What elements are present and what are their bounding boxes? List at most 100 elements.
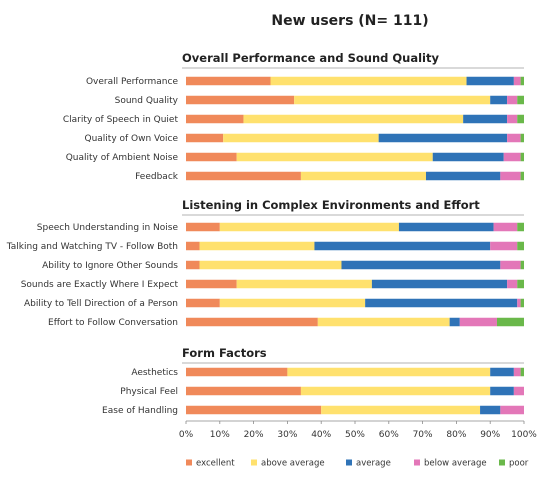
bar-segment-average <box>490 95 508 105</box>
bar-segment-poor <box>520 298 524 308</box>
x-tick-label: 60% <box>379 430 399 440</box>
chart-title: New users (N= 111) <box>271 13 428 29</box>
row-label: Feedback <box>135 172 179 182</box>
bar-segment-above-average <box>199 241 315 251</box>
bar-segment-above-average <box>219 298 366 308</box>
bar-segment-above-average <box>294 95 491 105</box>
legend-swatch-below-average <box>414 459 420 466</box>
bar-segment-above-average <box>199 260 342 270</box>
bar-segment-below-average <box>500 260 521 270</box>
bar-segment-below-average <box>500 171 521 181</box>
bar-segment-average <box>341 260 501 270</box>
bar-segment-excellent <box>186 405 322 415</box>
bar-segment-excellent <box>186 298 220 308</box>
bar-segment-poor <box>520 133 524 143</box>
row-label: Quality of Ambient Noise <box>66 153 179 163</box>
bar-segment-below-average <box>507 95 518 105</box>
x-tick-label: 100% <box>511 430 537 440</box>
x-tick-label: 30% <box>277 430 297 440</box>
x-tick-label: 40% <box>311 430 331 440</box>
x-axis: 0% 10% 20% 30% 40% 50% 60% 70% 80% 90% 100% <box>179 420 537 440</box>
bar-segment-average <box>466 76 514 86</box>
x-tick-label: 10% <box>210 430 230 440</box>
legend-label-below-average: below average <box>424 459 487 469</box>
bar-segment-excellent <box>186 386 301 396</box>
bar-segment-below-average <box>490 241 518 251</box>
row-label: Clarity of Speech in Quiet <box>63 115 179 125</box>
row-label: Physical Feel <box>120 387 178 397</box>
group-title-listening-effort: Listening in Complex Environments and Ef… <box>182 198 480 212</box>
bar-segment-excellent <box>186 241 200 251</box>
bar-segment-average <box>432 152 504 162</box>
bar-segment-above-average <box>300 386 491 396</box>
bar-segment-below-average <box>517 298 521 308</box>
bar-segment-below-average <box>507 279 518 289</box>
row-label: Speech Understanding in Noise <box>37 223 179 233</box>
bar-segment-poor <box>520 367 524 377</box>
bar-segment-above-average <box>219 222 399 232</box>
bar-segment-excellent <box>186 260 200 270</box>
x-tick-label: 50% <box>345 430 365 440</box>
group-title-form-factors: Form Factors <box>182 346 267 360</box>
legend-swatch-average <box>346 459 352 466</box>
bar-segment-excellent <box>186 317 318 327</box>
bar-segment-below-average <box>513 367 521 377</box>
bar-segment-average <box>378 133 508 143</box>
legend-label-excellent: excellent <box>196 459 235 469</box>
x-tick-label: 80% <box>446 430 466 440</box>
x-tick-label: 90% <box>480 430 500 440</box>
bar-segment-average <box>463 114 508 124</box>
bar-segment-average <box>365 298 518 308</box>
bar-segment-excellent <box>186 279 237 289</box>
bar-segment-excellent <box>186 95 295 105</box>
bar-segment-poor <box>517 114 524 124</box>
bar-segment-average <box>490 386 514 396</box>
x-tick-label: 0% <box>179 430 194 440</box>
row-label: Overall Performance <box>86 77 179 87</box>
legend-label-average: average <box>356 459 391 469</box>
bar-segment-poor <box>517 241 524 251</box>
bar-segment-above-average <box>300 171 426 181</box>
bar-segment-excellent <box>186 114 244 124</box>
bar-segment-above-average <box>287 367 491 377</box>
bar-segment-below-average <box>500 405 524 415</box>
bar-segment-average <box>480 405 501 415</box>
bar-segment-poor <box>517 222 524 232</box>
bar-segment-poor <box>496 317 524 327</box>
bar-segment-excellent <box>186 152 237 162</box>
bar-segment-average <box>398 222 494 232</box>
legend: excellent above average average below avera… <box>186 459 529 469</box>
row-label: Aesthetics <box>131 368 178 378</box>
row-label: Ease of Handling <box>102 406 178 416</box>
legend-swatch-excellent <box>186 459 192 466</box>
row-label: Ability to Tell Direction of a Person <box>24 299 178 309</box>
row-label: Talking and Watching TV - Follow Both <box>6 242 178 252</box>
bar-segment-excellent <box>186 367 288 377</box>
bar-segment-excellent <box>186 222 220 232</box>
bar-area: Overall Performance Sound Quality Clarity … <box>6 76 524 416</box>
bar-segment-above-average <box>243 114 464 124</box>
bar-segment-excellent <box>186 133 224 143</box>
row-label: Ability to Ignore Other Sounds <box>42 261 178 271</box>
legend-swatch-above-average <box>251 459 257 466</box>
bar-segment-below-average <box>493 222 518 232</box>
bar-segment-above-average <box>270 76 467 86</box>
bar-segment-below-average <box>513 386 524 396</box>
bar-segment-average <box>449 317 460 327</box>
bar-segment-poor <box>517 95 524 105</box>
bar-segment-above-average <box>236 279 372 289</box>
legend-label-poor: poor <box>509 459 529 469</box>
bar-segment-excellent <box>186 171 301 181</box>
legend-swatch-poor <box>499 459 505 466</box>
bar-segment-average <box>314 241 491 251</box>
bar-segment-below-average <box>503 152 521 162</box>
bar-segment-poor <box>517 279 524 289</box>
row-label: Effort to Follow Conversation <box>48 318 178 328</box>
row-label: Sound Quality <box>115 96 179 106</box>
bar-segment-average <box>371 279 508 289</box>
row-label: Quality of Own Voice <box>84 134 178 144</box>
x-tick-label: 70% <box>413 430 433 440</box>
bar-segment-poor <box>520 152 524 162</box>
bar-segment-poor <box>520 260 524 270</box>
